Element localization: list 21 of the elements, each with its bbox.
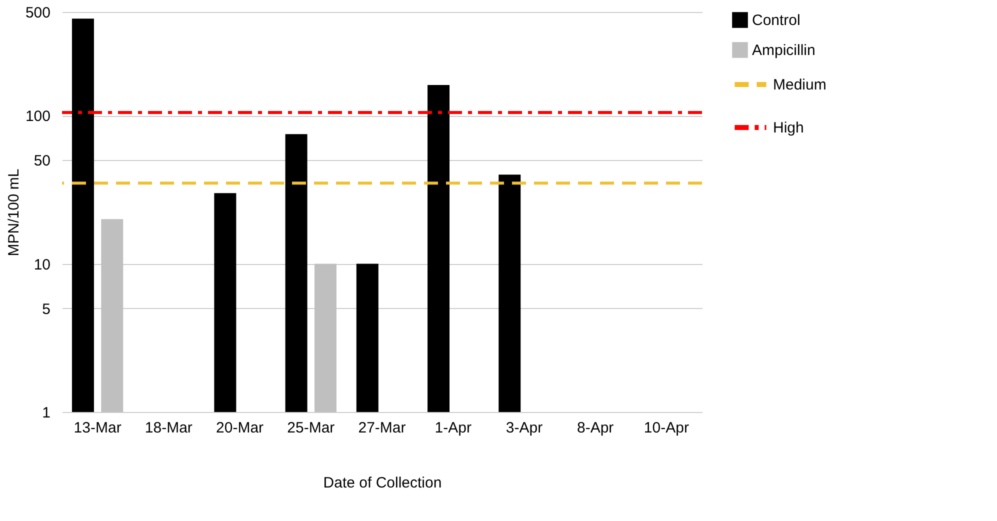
x-tick-label: 8-Apr <box>576 420 614 436</box>
y-tick-label: 100 <box>25 108 50 126</box>
legend-label: Ampicillin <box>752 42 816 59</box>
y-tick-label: 1 <box>42 404 50 422</box>
y-tick-label: 5 <box>42 300 50 318</box>
legend-label: Control <box>752 12 800 29</box>
x-tick-label: 20-Mar <box>216 420 264 436</box>
x-tick-label: 25-Mar <box>287 420 335 436</box>
x-tick-label: 1-Apr <box>434 420 472 436</box>
x-tick-label: 18-Mar <box>144 420 192 436</box>
x-tick-label: 10-Apr <box>644 420 689 436</box>
y-tick-label: 50 <box>34 152 50 170</box>
legend-label: Medium <box>773 76 826 94</box>
x-tick-label: 27-Mar <box>358 420 406 436</box>
x-axis-title: Date of Collection <box>323 474 442 492</box>
x-tick-label: 3-Apr <box>506 420 543 436</box>
y-tick-label: 10 <box>34 256 50 274</box>
y-tick-label: 500 <box>25 4 50 22</box>
legend-label: High <box>773 120 804 136</box>
y-axis-title: MPN/100 mL <box>5 168 22 256</box>
x-tick-label: 13-Mar <box>74 420 122 436</box>
